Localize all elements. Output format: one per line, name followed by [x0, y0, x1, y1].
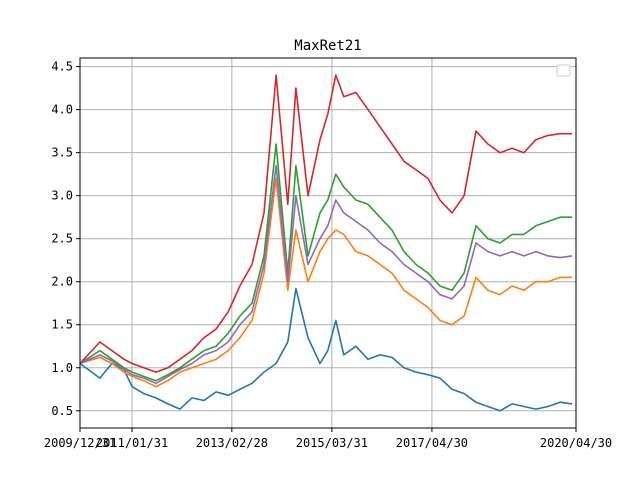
y-tick-label: 1.5 [51, 318, 73, 332]
x-tick-label: 2009/12/31 [44, 436, 116, 450]
series-line-0 [79, 287, 573, 412]
series-line-2 [79, 143, 573, 382]
y-tick-label: 4.0 [51, 103, 73, 117]
y-tick-label: 1.0 [51, 361, 73, 375]
x-tick-label: 2011/01/31 [96, 436, 168, 450]
plot-area-frame [79, 57, 577, 429]
y-tick-label: 2.5 [51, 232, 73, 246]
y-tick-label: 4.5 [51, 60, 73, 74]
y-tick-label: 3.0 [51, 189, 73, 203]
chart-title: MaxRet21 [294, 38, 361, 54]
series-line-4 [79, 164, 573, 385]
y-axis: 0.5 1.0 1.5 2.0 2.5 3.0 3.5 4.0 4.5 [51, 60, 80, 418]
x-tick-label: 2015/03/31 [296, 436, 368, 450]
x-tick-label: 2013/02/28 [196, 436, 268, 450]
x-tick-label: 2020/04/30 [540, 436, 612, 450]
series-lines [79, 74, 573, 412]
y-tick-label: 0.5 [51, 404, 73, 418]
legend-box [556, 64, 571, 77]
x-tick-label: 2017/04/30 [396, 436, 468, 450]
series-line-3 [79, 74, 573, 373]
y-tick-label: 2.0 [51, 275, 73, 289]
y-tick-label: 3.5 [51, 146, 73, 160]
series-line-1 [79, 177, 573, 388]
